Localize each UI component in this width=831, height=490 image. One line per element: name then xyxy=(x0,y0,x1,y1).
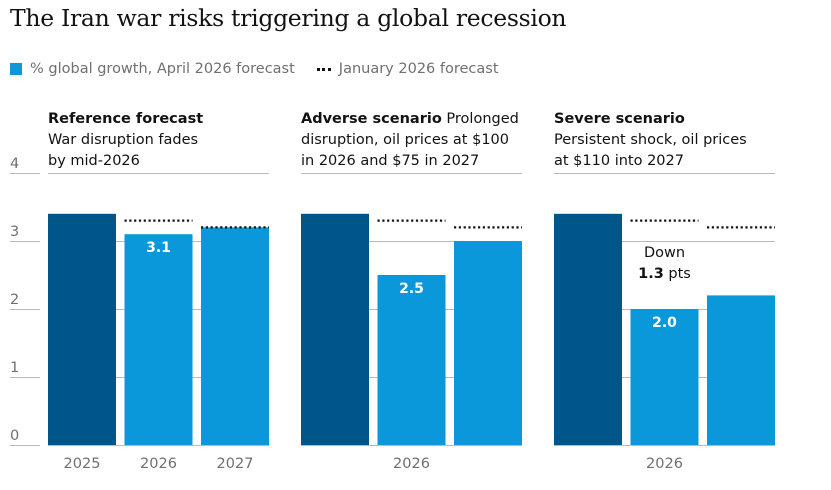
panel-2-title-rest: Prolonged xyxy=(442,111,519,127)
panel-1-data-label-2026: 3.1 xyxy=(146,240,171,256)
panel-3-bar-2027 xyxy=(707,295,775,445)
panel-2-x-label-2026: 2026 xyxy=(393,456,430,472)
panel-2-subtitle-line-1: disruption, oil prices at $100 xyxy=(301,132,509,148)
panel-2-title-bold: Adverse scenario xyxy=(301,111,442,127)
panel-1-title-bold: Reference forecast xyxy=(48,111,203,127)
y-tick-label-3: 3 xyxy=(10,224,19,240)
panel-3-subtitle-line-1: Persistent shock, oil prices xyxy=(554,132,747,148)
panel-3-title: Severe scenario xyxy=(554,111,685,127)
legend-april-swatch xyxy=(10,63,22,75)
panel-1-subtitle-line-2: by mid-2026 xyxy=(48,153,140,169)
legend-january-dots xyxy=(316,67,331,71)
y-tick-label-1: 1 xyxy=(10,360,19,376)
panel-1-x-label-2025: 2025 xyxy=(64,456,101,472)
panel-3-x-label-2026: 2026 xyxy=(646,456,683,472)
panel-1-bar-2027 xyxy=(201,227,269,445)
legend: % global growth, April 2026 forecast Jan… xyxy=(10,61,499,77)
panel-3-bar-2025 xyxy=(554,213,622,445)
panel-1-x-label-2026: 2026 xyxy=(140,456,177,472)
panel-2-bar-2025 xyxy=(301,213,369,445)
panel-2-bar-2027 xyxy=(454,241,522,445)
panel-2-title: Adverse scenario Prolonged xyxy=(301,111,519,127)
panel-1-bar-2026 xyxy=(124,234,193,445)
chart-title: The Iran war risks triggering a global r… xyxy=(10,4,567,32)
panel-1-bar-2025 xyxy=(48,213,116,445)
panel-3-annotation-line2: 1.3 pts xyxy=(638,266,691,282)
panel-2-data-label-2026: 2.5 xyxy=(399,281,424,297)
panel-2-bar-2026 xyxy=(377,275,446,445)
panel-3-bar-2026 xyxy=(630,309,699,445)
panel-3-annotation-unit: pts xyxy=(664,266,691,282)
legend-april-label: % global growth, April 2026 forecast xyxy=(30,61,295,77)
panel-2-subtitle-line-2: in 2026 and $75 in 2027 xyxy=(301,153,479,169)
panel-3-annotation-value: 1.3 xyxy=(638,266,664,282)
panel-3-annotation-line1: Down xyxy=(644,245,685,261)
y-tick-label-2: 2 xyxy=(10,292,19,308)
panel-1-title: Reference forecast xyxy=(48,111,203,127)
panel-1-x-label-2027: 2027 xyxy=(217,456,254,472)
panel-1-subtitle-line-1: War disruption fades xyxy=(48,132,198,148)
panel-3-subtitle-line-2: at $110 into 2027 xyxy=(554,153,684,169)
y-tick-label-0: 0 xyxy=(10,428,19,444)
panel-3-data-label-2026: 2.0 xyxy=(652,315,677,331)
y-tick-label-4: 4 xyxy=(10,156,19,172)
panel-3-title-bold: Severe scenario xyxy=(554,111,685,127)
legend-january-label: January 2026 forecast xyxy=(338,61,499,77)
